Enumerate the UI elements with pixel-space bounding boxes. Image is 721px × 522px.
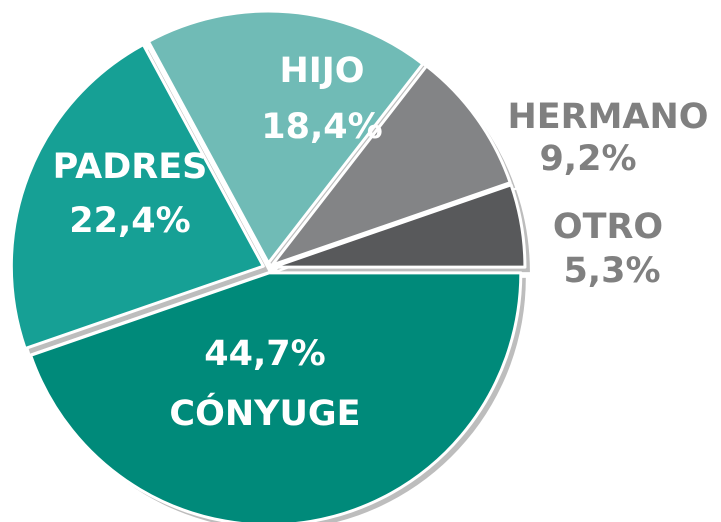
- slice: [29, 271, 523, 522]
- slice-label: OTRO: [553, 207, 663, 247]
- slice-value-label: 22,4%: [69, 201, 190, 241]
- slice-label: PADRES: [53, 147, 208, 187]
- slice: [270, 64, 512, 267]
- slice-label: HIJO: [279, 51, 364, 91]
- slice-label: HERMANO: [507, 97, 708, 137]
- slice-label: CÓNYUGE: [169, 392, 360, 434]
- slice-value-label: 9,2%: [539, 139, 636, 179]
- slice: [9, 43, 265, 351]
- slice: [271, 183, 527, 269]
- slice-value-label: 44,7%: [204, 334, 325, 374]
- slice: [146, 9, 425, 265]
- slice-value-label: 5,3%: [563, 251, 660, 291]
- slice-value-label: 18,4%: [261, 107, 382, 147]
